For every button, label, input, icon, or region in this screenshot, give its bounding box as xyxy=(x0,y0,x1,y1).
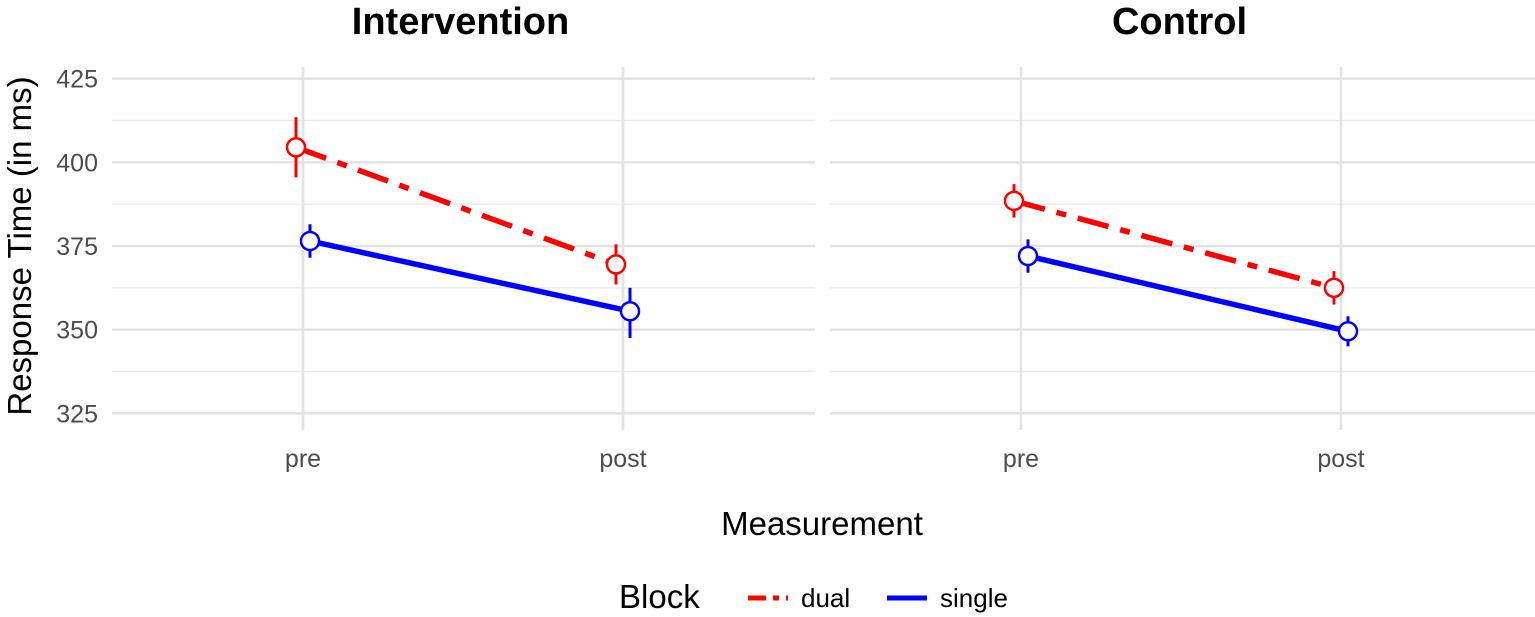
y-axis-title: Response Time (in ms) xyxy=(1,76,38,415)
panel-control: Control pre post xyxy=(830,1,1535,473)
data-point xyxy=(1017,245,1039,267)
x-tick-label: post xyxy=(599,445,646,473)
x-tick-label: post xyxy=(1317,445,1364,473)
y-tick-label: 350 xyxy=(56,317,98,345)
y-tick-label: 425 xyxy=(56,66,98,94)
series-single xyxy=(1017,239,1359,347)
series-line xyxy=(295,144,617,267)
series-line xyxy=(1027,253,1349,334)
data-point xyxy=(285,137,307,158)
series-line xyxy=(309,238,631,314)
data-point xyxy=(619,300,641,322)
series-single xyxy=(299,224,641,338)
panel-title: Control xyxy=(1112,1,1247,43)
y-tick-label: 325 xyxy=(56,400,98,428)
legend-label: dual xyxy=(801,583,850,613)
series-dual xyxy=(285,117,627,285)
legend-label: single xyxy=(940,583,1008,613)
series-dual xyxy=(1003,184,1345,305)
legend-title: Block xyxy=(619,578,700,615)
legend-item-single: single xyxy=(887,583,1008,613)
x-tick-label: pre xyxy=(285,445,321,473)
panel-intervention: Intervention pre post xyxy=(112,1,815,473)
facet-panels: Intervention pre post Control pre post xyxy=(112,1,1535,473)
y-tick-label: 400 xyxy=(56,149,98,177)
data-point xyxy=(1337,321,1359,342)
y-tick-label: 375 xyxy=(56,233,98,261)
x-tick-label: pre xyxy=(1003,445,1039,473)
x-axis-title: Measurement xyxy=(721,505,923,542)
data-point xyxy=(1323,277,1345,299)
data-point xyxy=(605,254,627,275)
legend-item-dual: dual xyxy=(748,583,850,613)
data-point xyxy=(299,230,321,252)
legend: Block dual single xyxy=(619,578,1008,615)
panel-title: Intervention xyxy=(352,1,569,43)
y-axis: 325 350 375 400 425 xyxy=(56,66,98,429)
series-line xyxy=(1013,198,1335,291)
data-point xyxy=(1003,190,1025,212)
